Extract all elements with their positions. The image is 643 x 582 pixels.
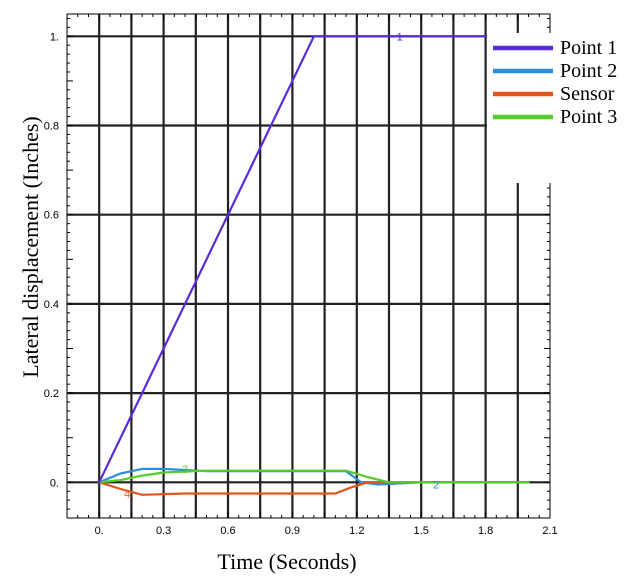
legend-label-point-2: Point 2	[560, 60, 617, 82]
series-line-sensor	[98, 481, 530, 496]
series-line-point-1	[98, 35, 530, 484]
y-tick-label: 1.	[50, 31, 59, 43]
y-tick-label: 0.4	[44, 299, 59, 311]
x-tick-label: 1.8	[478, 525, 493, 537]
legend-background	[487, 33, 557, 183]
series-number-label-point-1: 1	[397, 31, 403, 43]
x-tick-label: 1.2	[349, 525, 364, 537]
x-tick-label: 1.5	[414, 525, 429, 537]
plot-frame	[66, 13, 551, 519]
series-line-point-3	[98, 469, 530, 484]
x-tick-label: 2.1	[542, 525, 557, 537]
x-tick-label: 0.9	[285, 525, 300, 537]
legend-label-point-3: Point 3	[560, 106, 617, 128]
legend-label-point-1: Point 1	[560, 37, 617, 59]
x-axis-title: Time (Seconds)	[217, 549, 356, 574]
y-tick-label: 0.2	[44, 388, 59, 400]
x-tick-label: 0.	[95, 525, 104, 537]
series-number-label-sensor: 4	[124, 488, 130, 500]
y-tick-label: 0.	[50, 477, 59, 489]
x-tick-label: 0.3	[156, 525, 171, 537]
legend-label-sensor: Sensor	[560, 83, 615, 105]
y-axis-title: Lateral displacement (Inches)	[18, 116, 43, 377]
y-tick-label: 0.6	[44, 210, 59, 222]
series-number-label-point-3: 3	[182, 464, 188, 476]
series-number-label-point-2: 2	[433, 480, 439, 492]
y-tick-label: 0.8	[44, 121, 59, 133]
x-tick-label: 0.6	[220, 525, 235, 537]
